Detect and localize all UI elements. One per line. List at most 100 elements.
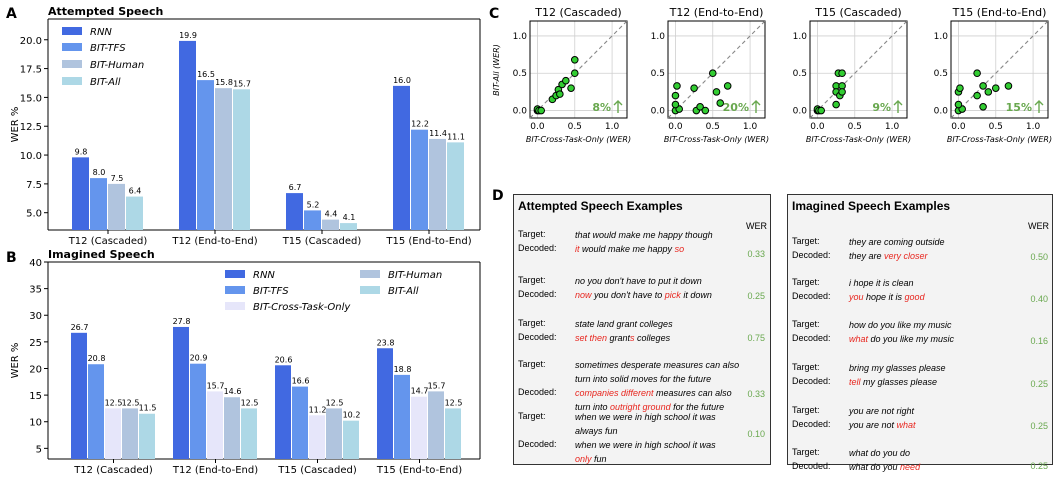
x-tick-label: T15 (End-to-End) [385,236,471,247]
subplot-frame [950,20,1049,119]
bar [394,374,410,459]
y-tick-label: 15.0 [20,93,42,104]
error-word: need [900,462,921,472]
wer-value: 0.33 [747,389,765,399]
subplot-frame [667,20,766,119]
panel-letter-a: A [6,6,17,22]
bar [224,397,240,459]
wer-value: 0.16 [1030,336,1048,346]
target-label: Target: [518,275,546,285]
target-text: how do you like my music [849,320,952,330]
target-label: Target: [518,411,546,421]
error-word: so [674,244,685,254]
bar [286,193,303,230]
target-text: when we were in high school it was always… [575,412,716,436]
scatter-point [537,106,545,115]
decoded-word: would make me happy [579,244,675,254]
target-label: Target: [792,362,820,372]
error-word: tell [849,377,861,387]
decoded-text: when we were in high school it was only f… [575,438,716,466]
decoded-text: what do you need [849,460,920,474]
legend-swatch [360,286,380,294]
decoded-label: Decoded: [518,387,557,397]
panel-letter-b: B [6,250,17,266]
bar [428,391,444,459]
bar [139,413,155,459]
decoded-label: Decoded: [792,250,831,260]
target-label: Target: [518,229,546,239]
scatter-point [984,88,993,96]
error-word: companies different [575,388,654,398]
x-tick-label: T15 (End-to-End) [376,465,462,476]
bar-value-label: 19.9 [179,31,197,40]
scatter-point [701,106,710,115]
bar [393,85,410,230]
bar-value-label: 16.6 [292,377,310,386]
x-tick-label: T12 (Cascaded) [73,465,153,476]
scatter-point [567,84,575,92]
target-text: they are coming outside [849,237,945,247]
attempted-examples-panel: Attempted Speech Examples WER Target: tha… [513,194,771,465]
scatter-point [671,91,680,100]
bar-value-label: 5.2 [307,200,320,209]
bar [71,332,87,459]
decoded-label: Decoded: [518,243,557,253]
decoded-word: for the future [670,402,725,412]
x-tick-label: 1.0 [885,122,900,132]
decoded-word: what do you [849,462,901,472]
improvement-label: 9% [872,101,891,114]
decoded-label: Decoded: [792,419,831,429]
y-tick-label: 0.0 [651,107,666,117]
panel-letter-c: C [489,6,499,22]
x-axis-label: BIT-Cross-Task-Only (WER) [806,135,911,144]
y-tick-label: 0.5 [793,69,807,79]
improvement-label: 15% [1006,101,1032,114]
bar [197,80,214,231]
bar [411,396,427,459]
target-text: state land grant colleges [575,319,673,329]
bar [90,178,107,230]
decoded-label: Decoded: [792,376,831,386]
bar-value-label: 6.7 [289,183,302,192]
chart-title: Imagined Speech [48,248,155,261]
legend-label: BIT-All [90,77,121,88]
wer-value: 0.10 [747,429,765,439]
scatter-point [832,100,840,109]
y-tick-label: 35 [29,285,42,296]
scatter-point [671,100,680,109]
decoded-label: Decoded: [792,291,831,301]
bar-value-label: 16.0 [393,76,411,85]
y-tick-label: 0.5 [651,69,665,79]
bar-value-label: 8.0 [93,168,106,177]
decoded-text: set then grants colleges [575,331,670,345]
legend-label: BIT-TFS [90,43,126,54]
bar-value-label: 27.8 [173,317,191,326]
legend-swatch [225,286,245,294]
legend-label: BIT-TFS [253,286,289,297]
legend-label: RNN [253,270,275,281]
bar [179,40,196,230]
subplot-title: T12 (End-to-End) [669,6,764,19]
bar [88,364,104,459]
target-text: you are not right [849,406,915,416]
wer-value: 0.50 [1030,252,1048,262]
error-word: outright ground [610,402,671,412]
legend-swatch [360,270,380,278]
y-tick-label: 7.5 [26,180,42,191]
scatter-point [979,82,987,90]
bar-value-label: 12.5 [326,398,344,407]
wer-value: 0.25 [1030,461,1048,471]
y-tick-label: 10 [29,418,42,429]
bar-value-label: 15.7 [428,381,446,390]
x-tick-label: T12 (End-to-End) [172,465,258,476]
x-tick-label: T15 (Cascaded) [277,465,357,476]
bar [429,138,446,230]
scatter-point [562,76,570,85]
bar [105,408,121,459]
y-tick-label: 1.0 [651,32,666,42]
decoded-word: my glasses please [860,377,938,387]
x-tick-label: 0.0 [810,122,825,132]
decoded-word: you don't have to [591,290,665,300]
bar [340,223,357,230]
bar [233,89,250,230]
